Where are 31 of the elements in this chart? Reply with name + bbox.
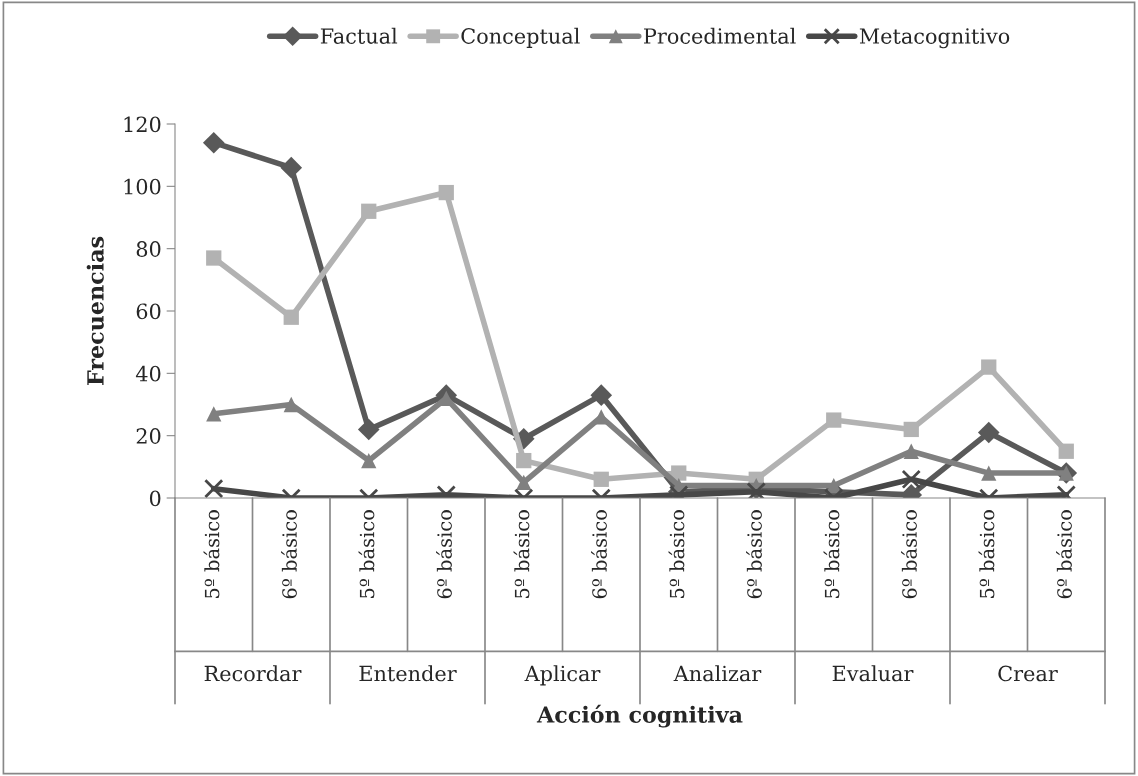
y-tick-label: 20 bbox=[136, 428, 161, 444]
y-tick-label: 120 bbox=[124, 116, 161, 133]
x-tick-label: 5º básico bbox=[668, 510, 685, 598]
y-tick-label: 40 bbox=[135, 365, 161, 382]
y-tick-label: 100 bbox=[124, 178, 161, 195]
text: Entender bbox=[359, 665, 457, 682]
x-tick-label: 5º básico bbox=[203, 510, 220, 598]
x-tick-label: 5º básico bbox=[358, 510, 375, 598]
y-tick-label: 80 bbox=[136, 241, 161, 257]
x-tick-label: 6º básico bbox=[591, 510, 607, 599]
x-tick-label: 6º básico bbox=[436, 510, 452, 599]
text: Recordar bbox=[204, 665, 302, 682]
x-tick-label: 6º básico bbox=[281, 510, 297, 599]
y-tick-label: 0 bbox=[149, 490, 161, 507]
legend-label: Conceptual bbox=[461, 27, 580, 48]
x-tick-label: 6º básico bbox=[1056, 510, 1072, 599]
x-tick-label: 6º básico bbox=[901, 510, 917, 599]
x-tick-label: 5º básico bbox=[978, 510, 995, 598]
x-tick-label: 5º básico bbox=[513, 510, 530, 598]
text: Aplicar bbox=[524, 665, 601, 686]
legend-label: Procedimental bbox=[644, 27, 796, 44]
text: Analizar bbox=[673, 665, 762, 682]
y-tick-label: 60 bbox=[136, 303, 161, 320]
y-axis-title: Frecuencias bbox=[86, 236, 104, 386]
x-tick-label: 6º básico bbox=[746, 510, 762, 599]
legend-label: Factual bbox=[320, 27, 398, 44]
x-axis-title: Acción cognitiva bbox=[536, 704, 743, 728]
text: Crear bbox=[998, 665, 1058, 682]
x-tick-label: 5º básico bbox=[823, 510, 840, 598]
legend-label: Metacognitivo bbox=[859, 28, 1010, 49]
text: Evaluar bbox=[832, 665, 914, 682]
